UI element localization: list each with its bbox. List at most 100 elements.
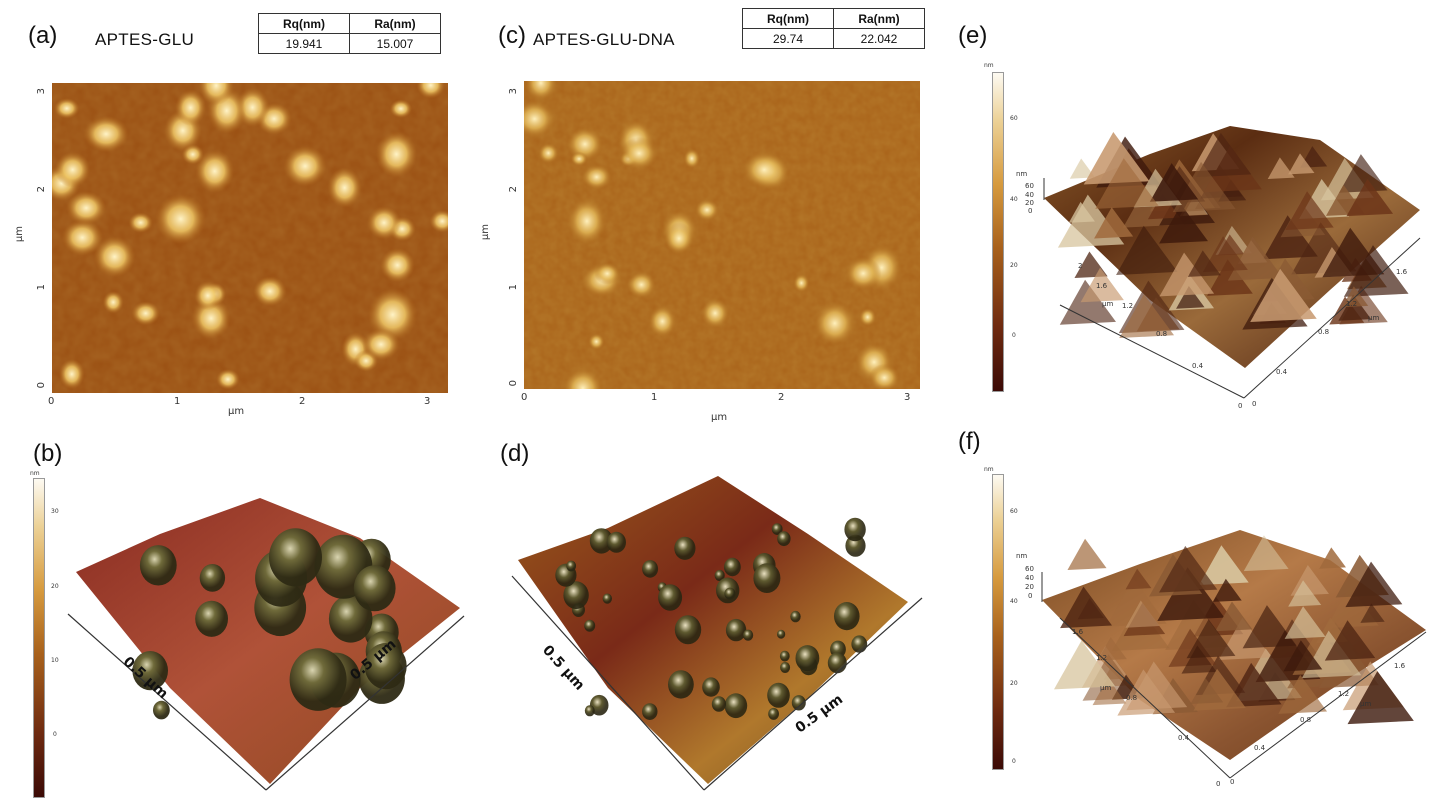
panel-f-scale-tick-40: 40 [1010, 598, 1018, 605]
surface-grain [581, 164, 612, 190]
surface-facet [1149, 163, 1199, 202]
surface-facet [1067, 538, 1107, 571]
surface-facet [1250, 268, 1317, 323]
surface-facet [1059, 279, 1117, 325]
panel-e-scale-tick-60: 60 [1010, 115, 1018, 122]
surface-facet [1186, 619, 1236, 659]
panel-e-right-axis-tick-1-2: 1.2 [1346, 300, 1358, 308]
panel-e-scale-unit: nm [984, 62, 994, 69]
surface-facet [1346, 178, 1394, 217]
surface-grain [380, 248, 415, 283]
surface-facet [1125, 568, 1152, 590]
surface-bump [779, 650, 790, 662]
panel-f-scale-unit: nm [984, 466, 994, 473]
panel-c-y-tick-2: 2 [508, 186, 519, 193]
surface-grain [648, 305, 677, 338]
surface-facet [1347, 671, 1414, 725]
surface-facet [1243, 535, 1289, 572]
surface-grain [66, 191, 107, 225]
surface-bump [353, 565, 396, 612]
surface-grain [194, 280, 222, 311]
panel-b-scale-unit: nm [30, 470, 40, 477]
surface-bump [153, 700, 170, 720]
panel-b-scale-tick-20: 20 [51, 583, 59, 590]
panel-e-origin-right: 0 [1252, 400, 1257, 408]
panel-c-roughness-table: Rq(nm) Ra(nm) 29.74 22.042 [742, 8, 925, 49]
panel-e-z-tick-20: 20 [1025, 199, 1034, 207]
surface-grain [253, 276, 287, 307]
surface-grain [128, 212, 153, 233]
panel-e-right-axis-unit: µm [1368, 314, 1380, 322]
surface-grain [813, 301, 856, 346]
surface-bump [702, 677, 720, 697]
surface-bump [642, 703, 658, 720]
surface-facet [1345, 561, 1403, 608]
surface-bump [834, 602, 860, 631]
surface-grain [538, 142, 559, 164]
panel-c-x-tick-3: 3 [904, 392, 911, 403]
surface-bump [791, 695, 806, 711]
panel-f-scale-tick-20: 20 [1010, 680, 1018, 687]
panel-e-z-tick-0: 0 [1028, 207, 1033, 215]
surface-facet [1285, 191, 1334, 230]
surface-facet [1181, 645, 1217, 674]
surface-grain [367, 288, 418, 341]
surface-grain [868, 363, 900, 389]
surface-facet [1262, 215, 1318, 260]
panel-b-scale-tick-10: 10 [51, 657, 59, 664]
surface-bump [195, 600, 229, 637]
surface-grain [664, 222, 694, 255]
panel-d-label: (d) [500, 440, 530, 467]
table-value-ra: 15.007 [349, 33, 441, 54]
surface-facet [1242, 605, 1297, 649]
panel-d-afm-3d-surface [511, 476, 923, 791]
panel-c-x-tick-1: 1 [651, 392, 658, 403]
surface-grain [54, 151, 91, 188]
surface-facet [1116, 225, 1178, 275]
surface-bump [269, 528, 322, 587]
surface-bump [199, 564, 226, 592]
surface-bump [606, 531, 626, 553]
panel-f-scale-tick-60: 60 [1010, 508, 1018, 515]
panel-a-y-unit: µm [14, 226, 25, 243]
surface-grain [845, 256, 882, 291]
panel-b-afm-3d-surface [67, 498, 465, 791]
surface-bump [566, 560, 577, 572]
panel-f-z-tick-0: 0 [1028, 592, 1033, 600]
surface-grain [588, 333, 605, 350]
surface-facet [1324, 620, 1376, 661]
surface-bump [139, 545, 177, 586]
panel-f-left-axis-tick-1-6: 1.6 [1072, 628, 1084, 636]
panel-a-y-tick-3: 3 [36, 88, 47, 95]
surface-facet [1288, 153, 1315, 175]
panel-b-color-scale-bar [33, 478, 45, 798]
table-value-rq: 29.74 [742, 28, 834, 49]
surface-facet [1195, 132, 1252, 178]
panel-f-left-axis-tick-0-8: 0.8 [1126, 694, 1138, 702]
surface-facet [1176, 285, 1205, 309]
surface-bump [827, 652, 847, 674]
surface-facet [1125, 600, 1160, 628]
surface-grain [327, 167, 362, 208]
panel-a-y-tick-0: 0 [36, 382, 47, 389]
surface-facet [1218, 617, 1272, 661]
surface-facet [1339, 154, 1388, 193]
surface-grain [102, 291, 124, 314]
surface-bump [753, 563, 781, 593]
surface-bump [725, 618, 747, 642]
surface-bump [584, 619, 596, 632]
surface-facet [1159, 204, 1208, 244]
panel-f-z-tick-40: 40 [1025, 574, 1034, 582]
panel-e-z-tick-60: 60 [1025, 182, 1034, 190]
surface-grain [367, 206, 401, 240]
table-value-rq: 19.941 [258, 33, 350, 54]
panel-a-x-tick-2: 2 [299, 396, 306, 407]
surface-facet [1190, 677, 1224, 704]
surface-grain [195, 149, 235, 193]
panel-f-label: (f) [958, 428, 981, 455]
panel-a-afm-2d-image [52, 83, 448, 393]
surface-bump [328, 594, 373, 643]
panel-a-x-tick-0: 0 [48, 396, 55, 407]
panel-f-left-axis-tick-1-2: 1.2 [1096, 654, 1108, 662]
surface-grain [198, 83, 234, 106]
